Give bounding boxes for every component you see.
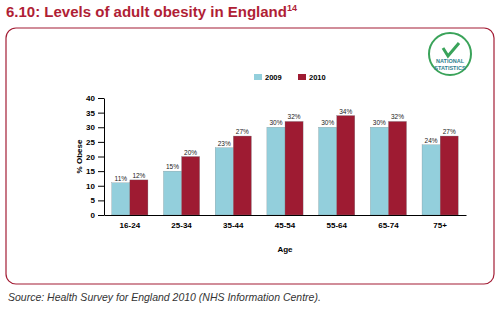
bar (267, 127, 285, 215)
x-tick-label: 35-44 (223, 221, 244, 230)
y-tick-label: 5 (91, 196, 96, 205)
x-tick: 16-24 (120, 215, 141, 230)
bar (337, 116, 355, 215)
y-tick: 40 (86, 94, 104, 103)
y-axis-title: % Obese (75, 139, 84, 173)
y-tick-mark (98, 157, 104, 158)
x-tick-label: 16-24 (120, 221, 141, 230)
x-tick: 45-54 (275, 215, 296, 230)
y-tick-mark (98, 215, 104, 216)
y-tick: 35 (86, 109, 104, 118)
data-label: 30% (373, 119, 386, 126)
bar (130, 180, 148, 215)
bar (112, 183, 130, 215)
y-tick-label: 15 (86, 167, 95, 176)
y-tick-label: 10 (86, 182, 95, 191)
y-tick: 25 (86, 138, 104, 147)
y-tick-label: 35 (86, 109, 95, 118)
y-tick-mark (98, 98, 104, 99)
y-tick-label: 40 (86, 94, 95, 103)
x-tick-label: 55-64 (326, 221, 347, 230)
y-tick: 30 (86, 123, 104, 132)
data-label: 23% (218, 140, 231, 147)
y-tick: 20 (86, 153, 104, 162)
data-label: 32% (288, 113, 301, 120)
bar (388, 121, 406, 215)
data-label: 34% (339, 108, 352, 115)
bar (182, 157, 200, 216)
x-tick: 35-44 (223, 215, 244, 230)
data-label: 12% (132, 172, 145, 179)
legend: 2009 2010 (254, 73, 326, 82)
y-tick-mark (98, 200, 104, 201)
source: Source: Health Survey for England 2010 (… (8, 291, 321, 303)
legend-label: 2009 (265, 73, 282, 82)
data-label: 20% (184, 149, 197, 156)
badge: NATIONALSTATISTICS (429, 33, 471, 75)
data-label: 24% (425, 137, 438, 144)
x-tick: 55-64 (326, 215, 347, 230)
y-tick-label: 20 (86, 153, 95, 162)
y-tick-mark (98, 171, 104, 172)
data-label: 11% (115, 175, 128, 182)
y-tick-label: 0 (91, 211, 96, 220)
bar (440, 136, 458, 215)
y-tick: 5 (91, 196, 104, 205)
chart: 6.10: Levels of adult obesity in England… (0, 0, 500, 309)
x-tick: 25-34 (171, 215, 192, 230)
badge-tick (443, 43, 459, 56)
bar (319, 127, 337, 215)
x-tick-label: 45-54 (275, 221, 296, 230)
badge-text: NATIONAL (436, 58, 465, 64)
y-axis: 0 5 10 15 20 25 30 35 40 (86, 94, 104, 220)
x-tick-label: 65-74 (378, 221, 399, 230)
y-tick-mark (98, 186, 104, 187)
badge-text: STATISTICS (434, 65, 466, 71)
data-labels: 11% 15% 23% 30% 30% 30% 24% 12% 20% 27% 32% 34% 32% 2… (115, 108, 456, 182)
bar (285, 121, 303, 215)
y-axis-line (104, 99, 105, 216)
y-tick-label: 25 (86, 138, 95, 147)
y-tick-label: 30 (86, 123, 95, 132)
legend-swatch (254, 74, 262, 80)
data-label: 27% (236, 128, 249, 135)
y-tick: 0 (91, 211, 104, 220)
bar (370, 127, 388, 215)
bar (215, 148, 233, 215)
title-group: 6.10: Levels of adult obesity in England… (6, 3, 297, 20)
data-label: 30% (321, 119, 334, 126)
badge-circle (429, 33, 471, 75)
data-label: 15% (166, 163, 179, 170)
bar (233, 136, 251, 215)
x-tick: 65-74 (378, 215, 399, 230)
bar (163, 171, 181, 215)
bars (112, 116, 458, 215)
y-tick-mark (98, 142, 104, 143)
data-label: 27% (443, 128, 456, 135)
y-tick-mark (98, 127, 104, 128)
y-tick: 10 (86, 182, 104, 191)
legend-label: 2010 (309, 73, 326, 82)
data-label: 30% (269, 119, 282, 126)
x-axis: 16-24 25-34 35-44 45-54 55-64 65-74 75+ (105, 215, 467, 230)
y-tick: 15 (86, 167, 104, 176)
data-label: 32% (391, 113, 404, 120)
x-tick-label: 75+ (433, 221, 447, 230)
title-note: 14 (287, 3, 297, 13)
x-axis-line (105, 215, 467, 216)
title: 6.10: Levels of adult obesity in England (6, 3, 287, 20)
frame (6, 28, 494, 284)
bar (422, 145, 440, 215)
y-tick-mark (98, 113, 104, 114)
x-axis-title: Age (277, 245, 293, 254)
x-tick: 75+ (433, 215, 447, 230)
legend-swatch (298, 74, 306, 80)
x-tick-label: 25-34 (171, 221, 192, 230)
